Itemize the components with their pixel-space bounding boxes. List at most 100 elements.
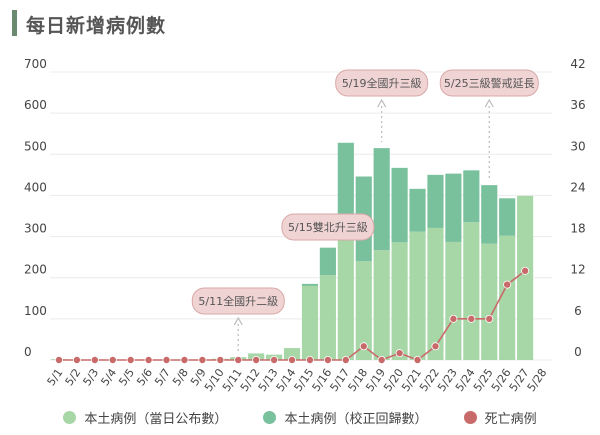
x-tick-label: 5/2 [63, 366, 84, 388]
bar-corrected [499, 198, 516, 236]
x-tick-label: 5/4 [98, 366, 119, 388]
bar-corrected [301, 283, 319, 286]
deaths-point [180, 355, 189, 364]
deaths-point [216, 355, 225, 364]
legend: 本土病例（當日公布數） 本土病例（校正回歸數） 死亡病例 [0, 408, 600, 428]
annotation-box [281, 213, 375, 241]
bar-announced [463, 222, 480, 360]
legend-label-announced: 本土病例（當日公布數） [84, 412, 228, 427]
x-tick-label: 5/7 [152, 366, 173, 388]
x-tick-label: 5/28 [525, 366, 550, 394]
deaths-point [521, 266, 530, 275]
x-tick-label: 5/8 [170, 366, 191, 388]
deaths-point [108, 355, 117, 364]
y-left-tick-label: 100 [24, 304, 47, 318]
bar-announced [337, 222, 354, 360]
x-tick-label: 5/1 [45, 366, 66, 388]
y-right-tick-label: 12 [570, 263, 585, 277]
legend-item-corrected[interactable]: 本土病例（校正回歸數） [263, 408, 428, 427]
deaths-point [359, 342, 368, 351]
deaths-point [90, 355, 99, 364]
legend-swatch-corrected [263, 411, 277, 424]
annotation-label: 5/15雙北升三級 [288, 221, 368, 234]
annotation-arrowhead [377, 98, 387, 108]
annotation-label: 5/25三級警戒延長 [444, 76, 535, 90]
deaths-point [395, 349, 404, 358]
bar-announced [283, 348, 301, 360]
legend-label-deaths: 死亡病例 [484, 412, 537, 427]
chart-title: 每日新增病例數 [26, 15, 167, 37]
bar-announced [517, 195, 534, 360]
legend-swatch-announced [63, 411, 77, 424]
bar-corrected [481, 185, 498, 244]
bar-announced [409, 231, 426, 360]
annotation-label: 5/11全國升二級 [198, 294, 278, 308]
bar-corrected [391, 167, 408, 243]
deaths-point [431, 342, 440, 351]
bar-announced [445, 241, 462, 360]
bar-announced [481, 243, 498, 360]
y-right-tick-label: 36 [570, 98, 585, 112]
y-left-tick-label: 700 [24, 57, 47, 71]
deaths-point [449, 314, 458, 323]
bar-announced [391, 242, 408, 360]
annotation-arrowhead [484, 98, 494, 108]
y-left-tick-label: 300 [24, 222, 47, 236]
bar-corrected [337, 142, 354, 223]
y-right-tick-label: 24 [570, 180, 585, 194]
deaths-point [323, 355, 332, 364]
deaths-point [270, 355, 279, 364]
legend-item-deaths[interactable]: 死亡病例 [463, 408, 537, 427]
legend-label-corrected: 本土病例（校正回歸數） [284, 412, 428, 427]
y-right-tick-label: 0 [574, 345, 582, 359]
bar-corrected [373, 148, 390, 251]
x-tick-label: 5/3 [80, 366, 101, 388]
bar-announced [301, 285, 319, 360]
deaths-point [467, 314, 476, 323]
y-right-tick-label: 6 [574, 304, 582, 318]
y-right-tick-label: 42 [570, 57, 585, 71]
y-left-tick-label: 200 [24, 263, 47, 277]
x-tick-label: 5/5 [116, 366, 137, 388]
deaths-point [485, 314, 494, 323]
y-left-tick-label: 500 [24, 139, 47, 153]
deaths-point [54, 355, 63, 364]
deaths-point [198, 355, 207, 364]
bar-announced [373, 250, 390, 360]
legend-item-announced[interactable]: 本土病例（當日公布數） [63, 408, 227, 427]
annotation-box [439, 69, 539, 97]
bar-corrected [445, 173, 462, 242]
annotation-label: 5/19全國升三級 [342, 76, 422, 90]
bar-corrected [463, 170, 480, 223]
deaths-point [288, 355, 297, 364]
bar-announced [427, 227, 444, 360]
deaths-point [252, 355, 261, 364]
legend-swatch-deaths [463, 411, 477, 424]
deaths-point [503, 280, 512, 289]
bar-corrected [319, 247, 336, 276]
deaths-point [144, 355, 153, 364]
y-left-tick-label: 600 [24, 98, 47, 112]
bar-corrected [409, 188, 426, 232]
deaths-point [341, 355, 350, 364]
bar-corrected [427, 174, 444, 228]
deaths-point [305, 355, 314, 364]
deaths-point [234, 355, 243, 364]
y-right-tick-label: 30 [570, 139, 585, 153]
bar-announced [499, 235, 516, 360]
deaths-point [377, 355, 386, 364]
deaths-point [72, 355, 81, 364]
deaths-point [126, 355, 135, 364]
bar-announced [319, 275, 336, 360]
y-left-tick-label: 400 [24, 180, 47, 194]
bar-announced [355, 261, 372, 360]
y-left-tick-label: 0 [24, 345, 32, 359]
x-tick-label: 5/6 [134, 366, 155, 388]
annotation-box [191, 287, 285, 315]
annotation-box [335, 69, 429, 97]
deaths-point [413, 355, 422, 364]
deaths-point [162, 355, 171, 364]
y-right-tick-label: 18 [570, 222, 585, 236]
